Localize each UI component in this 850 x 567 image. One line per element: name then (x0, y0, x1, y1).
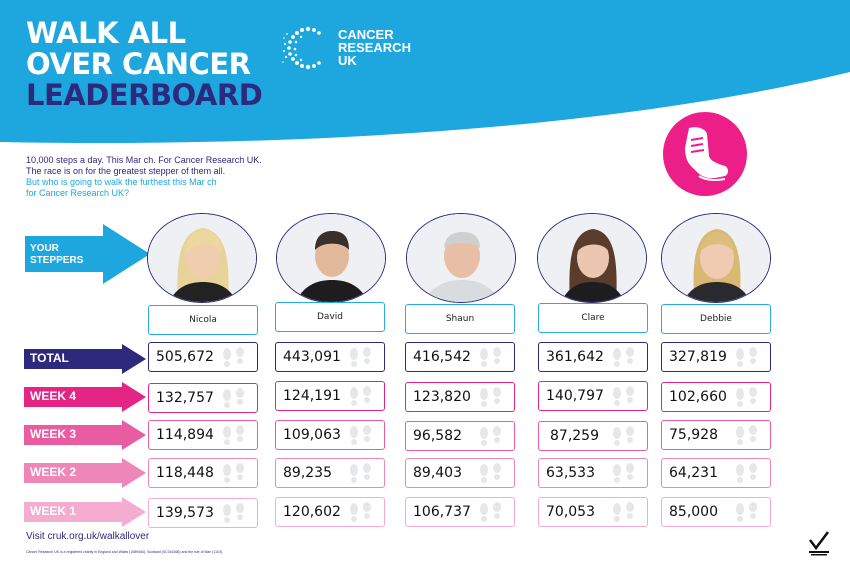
footprints-icon (223, 503, 244, 523)
header-banner (0, 0, 850, 144)
cell-week1-clare: 70,053 (538, 497, 648, 527)
footprints-icon (736, 347, 757, 367)
row-arrow-week-1 (24, 497, 146, 527)
footprints-icon (736, 387, 757, 407)
footprints-icon (223, 463, 244, 483)
cruk-logo: CANCER RESEARCH UK (282, 24, 412, 74)
name-box-david: David (275, 302, 385, 332)
footprints-icon (223, 425, 244, 445)
intro-line-1: 10,000 steps a day. This Mar ch. For Can… (26, 155, 262, 165)
footprints-icon (350, 502, 371, 522)
cell-week1-nicola: 139,573 (148, 498, 258, 528)
footprints-icon (480, 347, 501, 367)
footprints-icon (736, 463, 757, 483)
cell-week2-nicola: 118,448 (148, 458, 258, 488)
intro-line-3: But who is going to walk the furthest th… (26, 177, 217, 187)
cell-week3-david: 109,063 (275, 420, 385, 450)
footprints-icon (480, 463, 501, 483)
running-shoe-icon (685, 127, 728, 181)
avatar-clare (537, 213, 647, 303)
visit-link[interactable]: Visit cruk.org.uk/walkallover (26, 531, 150, 542)
footprints-icon (613, 347, 634, 367)
footprints-icon (736, 425, 757, 445)
avatar-nicola (147, 213, 257, 303)
your-steppers-arrow (25, 224, 150, 284)
cell-total-debbie: 327,819 (661, 342, 771, 372)
cell-total-clare: 361,642 (538, 342, 648, 372)
footprints-icon (613, 463, 634, 483)
footprints-icon (480, 426, 501, 446)
cell-week4-clare: 140,797 (538, 381, 648, 411)
intro-line-2: The race is on for the greatest stepper … (26, 166, 226, 176)
cell-week2-clare: 63,533 (538, 458, 648, 488)
avatar-debbie (661, 213, 771, 303)
cell-week3-clare: 87,259 (538, 421, 648, 451)
row-label-week-4: WEEK 4 (30, 389, 77, 403)
name-box-debbie: Debbie (661, 304, 771, 334)
legal-text: Cancer Research UK is a registered chari… (26, 550, 224, 554)
cell-week4-nicola: 132,757 (148, 383, 258, 413)
cruk-logo-icon (282, 26, 321, 70)
cell-total-nicola: 505,672 (148, 342, 258, 372)
cell-week1-debbie: 85,000 (661, 497, 771, 527)
cell-week3-nicola: 114,894 (148, 420, 258, 450)
footprints-icon (350, 347, 371, 367)
your-steppers-label: YOUR STEPPERS (30, 243, 84, 266)
name-box-nicola: Nicola (148, 305, 258, 335)
shoe-badge (663, 112, 747, 196)
avatar-shaun (406, 213, 516, 303)
cell-week3-debbie: 75,928 (661, 420, 771, 450)
footprints-icon (223, 347, 244, 367)
intro-text: 10,000 steps a day. This Mar ch. For Can… (26, 155, 262, 199)
cell-week2-shaun: 89,403 (405, 458, 515, 488)
title-line-2: OVER CANCER (26, 47, 251, 81)
intro-line-4: for Cancer Research UK? (26, 188, 130, 198)
footprints-icon (613, 426, 634, 446)
footprints-icon (736, 502, 757, 522)
footprints-icon (480, 387, 501, 407)
row-arrow-week-2 (24, 458, 146, 488)
row-label-week-1: WEEK 1 (30, 504, 77, 518)
footprints-icon (613, 502, 634, 522)
footprints-icon (480, 502, 501, 522)
row-label-week-3: WEEK 3 (30, 427, 77, 441)
row-label-total: TOTAL (30, 351, 69, 365)
name-box-shaun: Shaun (405, 304, 515, 334)
cell-total-david: 443,091 (275, 342, 385, 372)
cell-week3-shaun: 96,582 (405, 421, 515, 451)
title-line-3: LEADERBOARD (26, 78, 263, 112)
footprints-icon (350, 386, 371, 406)
row-label-week-2: WEEK 2 (30, 465, 77, 479)
footprints-icon (350, 425, 371, 445)
cell-week4-shaun: 123,820 (405, 382, 515, 412)
row-arrow-week-4 (24, 382, 146, 412)
footprints-icon (350, 463, 371, 483)
title-line-1: WALK ALL (26, 16, 186, 50)
cruk-logo-text: CANCER RESEARCH UK (338, 27, 411, 68)
cell-week2-david: 89,235 (275, 458, 385, 488)
fundraising-regulator-icon (809, 531, 829, 556)
page-title: WALK ALL OVER CANCER LEADERBOARD (26, 16, 263, 112)
avatar-david (276, 213, 386, 303)
cell-week4-debbie: 102,660 (661, 382, 771, 412)
footprints-icon (223, 388, 244, 408)
name-box-clare: Clare (538, 303, 648, 333)
cell-week1-david: 120,602 (275, 497, 385, 527)
cell-week4-david: 124,191 (275, 381, 385, 411)
cell-week1-shaun: 106,737 (405, 497, 515, 527)
row-arrow-week-3 (24, 420, 146, 450)
row-arrow-total (24, 344, 146, 374)
cell-week2-debbie: 64,231 (661, 458, 771, 488)
footprints-icon (613, 386, 634, 406)
cell-total-shaun: 416,542 (405, 342, 515, 372)
